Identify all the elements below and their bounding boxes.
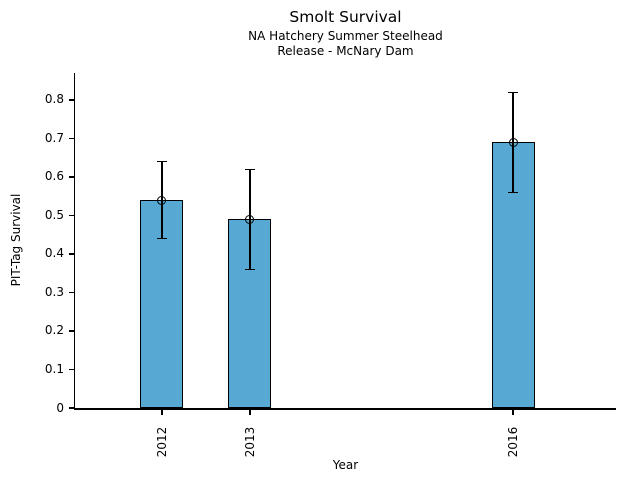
x-axis-tick-label: 2012 (154, 426, 169, 458)
y-axis-tick-label: 0.5 (44, 207, 64, 222)
y-axis-tick-label: 0.8 (44, 92, 64, 107)
y-axis-tick (68, 253, 74, 255)
y-axis-tick-label: 0 (56, 400, 64, 415)
x-axis-label: Year (332, 458, 359, 472)
x-axis-tick (512, 409, 514, 415)
y-axis-tick-label: 0.2 (44, 323, 64, 338)
y-axis-tick (68, 291, 74, 294)
x-axis-tick-label: 2016 (506, 426, 521, 458)
chart-title: Smolt Survival (289, 8, 402, 26)
x-axis-spine (73, 408, 616, 410)
error-bar-cap-top (156, 160, 167, 163)
y-axis-tick (68, 407, 74, 409)
y-axis-tick (68, 368, 74, 371)
y-axis-spine (73, 73, 75, 410)
y-axis-tick-label: 0.3 (44, 284, 64, 299)
x-axis-tick-label: 2013 (242, 426, 257, 458)
data-point-marker (508, 137, 518, 147)
y-axis-tick (68, 137, 74, 140)
y-axis-tick-label: 0.7 (44, 130, 64, 145)
data-point-marker (245, 214, 255, 224)
y-axis-tick-label: 0.4 (44, 246, 64, 261)
data-point-marker (157, 195, 167, 205)
y-axis-tick (68, 176, 74, 178)
error-bar-cap-bottom (244, 268, 255, 271)
error-bar-cap-bottom (508, 191, 519, 194)
x-axis-tick (249, 409, 251, 415)
chart-subtitle-line2: Release - McNary Dam (277, 44, 414, 58)
error-bar-cap-top (244, 168, 255, 170)
y-axis-tick (68, 214, 74, 217)
chart-subtitle-line1: NA Hatchery Summer Steelhead (248, 29, 443, 43)
y-axis-tick (68, 330, 74, 332)
y-axis-tick-label: 0.1 (44, 361, 64, 376)
y-axis-tick-label: 0.6 (44, 169, 64, 184)
error-bar-cap-bottom (156, 237, 167, 240)
error-bar-cap-top (508, 91, 519, 93)
y-axis-tick (68, 99, 74, 101)
x-axis-tick (161, 409, 163, 415)
